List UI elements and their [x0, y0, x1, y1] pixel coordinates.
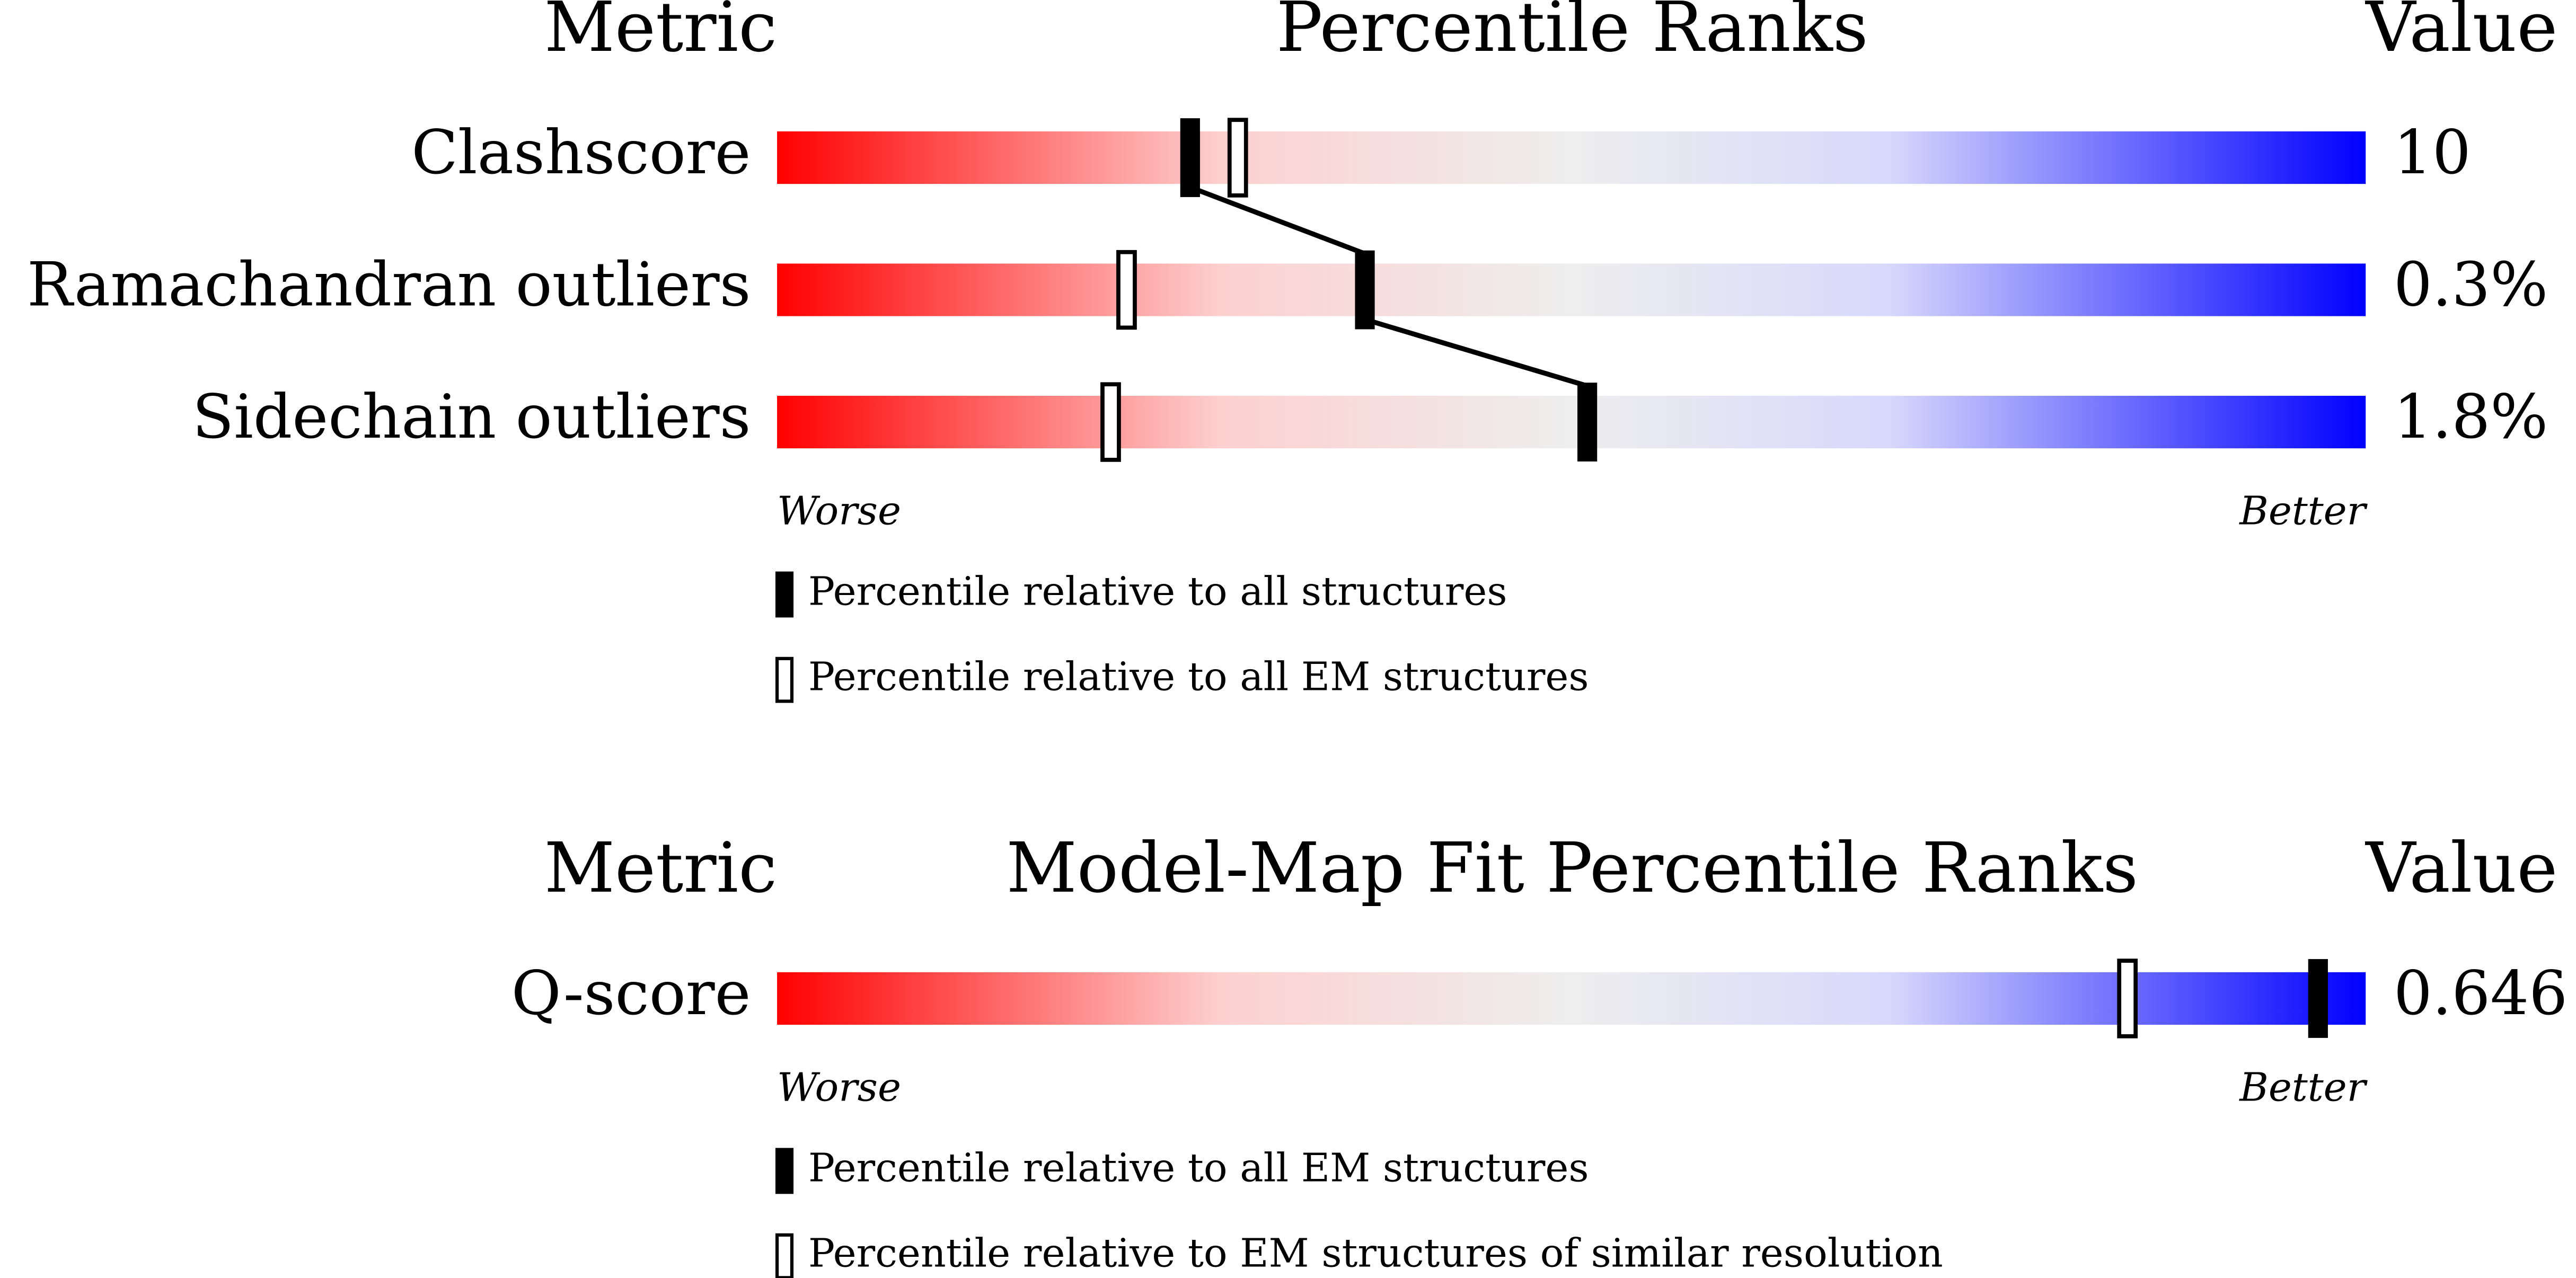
marker-open [1100, 382, 1121, 462]
legend-solid [775, 571, 794, 618]
marker-solid [1180, 118, 1200, 197]
worse-label: Worse [777, 488, 901, 534]
value-header: Value [2365, 828, 2557, 908]
worse-label: Worse [777, 1064, 901, 1110]
legend-open [775, 656, 794, 703]
panel-title: Percentile Ranks [1276, 0, 1868, 67]
marker-solid [2308, 959, 2328, 1038]
marker-open [2117, 958, 2138, 1039]
marker-solid [1355, 250, 1375, 330]
metric-label: Clashscore [411, 118, 751, 188]
gradient-bar [777, 131, 2366, 184]
metric-header: Metric [544, 828, 777, 908]
better-label: Better [2238, 1064, 2368, 1110]
metric-value: 1.8% [2394, 382, 2548, 452]
panel-title: Model-Map Fit Percentile Ranks [1006, 828, 2138, 908]
gradient-bar [777, 263, 2366, 316]
metric-label: Sidechain outliers [192, 382, 751, 452]
gradient-bar [777, 395, 2366, 449]
legend-label: Percentile relative to all EM structures [808, 1144, 1589, 1191]
legend-label: Percentile relative to EM structures of … [808, 1230, 1943, 1276]
gradient-bar [777, 972, 2366, 1025]
metric-header: Metric [544, 0, 777, 67]
metric-value: 10 [2394, 118, 2471, 188]
legend-label: Percentile relative to all structures [808, 568, 1507, 614]
connector-line [1189, 184, 1366, 256]
legend-solid [775, 1148, 794, 1194]
value-header: Value [2365, 0, 2557, 67]
connector-line [1364, 317, 1588, 388]
metric-value: 0.646 [2394, 958, 2568, 1029]
better-label: Better [2238, 488, 2368, 534]
marker-solid [1577, 383, 1598, 462]
metric-label: Ramachandran outliers [27, 250, 751, 321]
legend-open [775, 1233, 794, 1278]
metric-value: 0.3% [2394, 250, 2548, 321]
marker-open [1227, 118, 1248, 198]
metric-label: Q-score [511, 958, 751, 1029]
legend-label: Percentile relative to all EM structures [808, 654, 1589, 700]
marker-open [1116, 250, 1137, 330]
